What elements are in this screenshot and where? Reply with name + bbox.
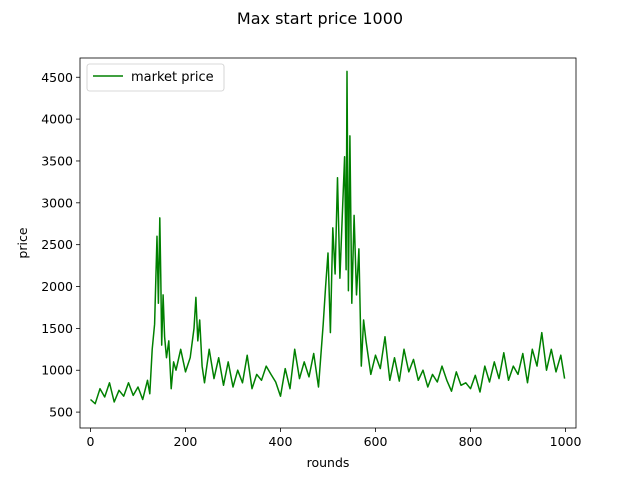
legend-label: market price: [131, 70, 214, 85]
ticks-layer: 0 200 400 600 800 1000 500 1000 1500 2000 2500 3000…: [41, 70, 581, 449]
x-tick-label: 200: [174, 434, 198, 449]
y-tick-label: 3500: [41, 153, 73, 168]
x-tick-label: 1000: [550, 434, 582, 449]
x-tick-label: 600: [364, 434, 388, 449]
series-layer: [90, 70, 566, 405]
y-tick-label: 2000: [41, 279, 73, 294]
y-tick-label: 3000: [41, 195, 73, 210]
y-tick-label: 4000: [41, 112, 73, 127]
x-tick-label: 800: [459, 434, 483, 449]
y-axis-label: price: [15, 227, 30, 258]
y-tick-label: 2500: [41, 237, 73, 252]
x-tick-label: 400: [269, 434, 293, 449]
y-tick-label: 1000: [41, 363, 73, 378]
legend: market price: [86, 63, 225, 92]
y-tick-label: 4500: [41, 70, 73, 85]
y-tick-label: 500: [49, 405, 73, 420]
x-axis-label: rounds: [307, 455, 350, 470]
plot-area: [80, 58, 576, 428]
chart-title: Max start price 1000: [237, 9, 403, 28]
legend-box: [86, 63, 225, 92]
x-tick-label: 0: [86, 434, 94, 449]
plot-frame: [79, 57, 577, 429]
series-line-market-price: [90, 70, 566, 405]
y-tick-label: 1500: [41, 321, 73, 336]
